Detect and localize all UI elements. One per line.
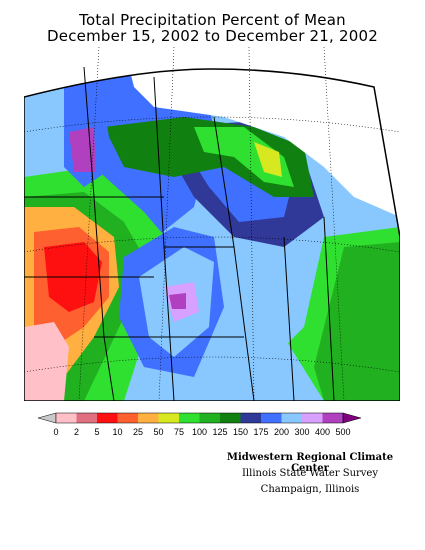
credit-line-3: Champaign, Illinois [260,484,360,495]
legend-tick-label: 75 [174,427,184,437]
legend-swatch [179,413,200,423]
credit-line-2: Illinois State Water Survey [241,468,378,479]
legend-tick-label: 2 [74,427,79,437]
legend-tick-label: 200 [274,427,289,437]
legend-swatch [199,413,220,423]
legend-swatch [56,413,77,423]
legend-swatch [158,413,179,423]
credit-line-1: Midwestern Regional Climate Center [226,452,394,474]
legend-arrow-high [342,412,362,424]
legend-swatch [261,413,282,423]
legend-tick-label: 100 [192,427,207,437]
legend-tick-label: 125 [212,427,227,437]
legend-tick-label: 25 [133,427,143,437]
map-title-line-1: Total Precipitation Percent of Mean [79,11,346,29]
precipitation-fill [24,69,400,401]
state-boundaries [24,66,335,401]
legend-tick-label: 175 [253,427,268,437]
legend-tick-label: 300 [294,427,309,437]
legend-tick-label: 50 [153,427,163,437]
legend-swatch [76,413,97,423]
legend-tick-label: 500 [335,427,350,437]
legend-swatch [220,413,241,423]
legend-swatch [138,413,159,423]
legend-tick-label: 0 [53,427,58,437]
legend-swatch [240,413,261,423]
legend-tick-label: 10 [112,427,122,437]
legend-swatch [117,413,138,423]
legend-swatch [322,413,343,423]
map-title-line-2: December 15, 2002 to December 21, 2002 [47,27,378,45]
graticule [24,47,400,401]
color-legend: 0 2 5 10 25 50 75 100 125 150 175 200 300 400 500 [37,412,362,437]
legend-tick-label: 400 [315,427,330,437]
legend-swatch [302,413,323,423]
legend-arrow-low [37,412,57,424]
map-frame [24,68,400,401]
legend-tick-label: 5 [94,427,99,437]
precipitation-map [24,47,400,401]
legend-swatch [281,413,302,423]
legend-tick-label: 150 [233,427,248,437]
legend-swatch [97,413,118,423]
legend-outline [55,412,344,424]
